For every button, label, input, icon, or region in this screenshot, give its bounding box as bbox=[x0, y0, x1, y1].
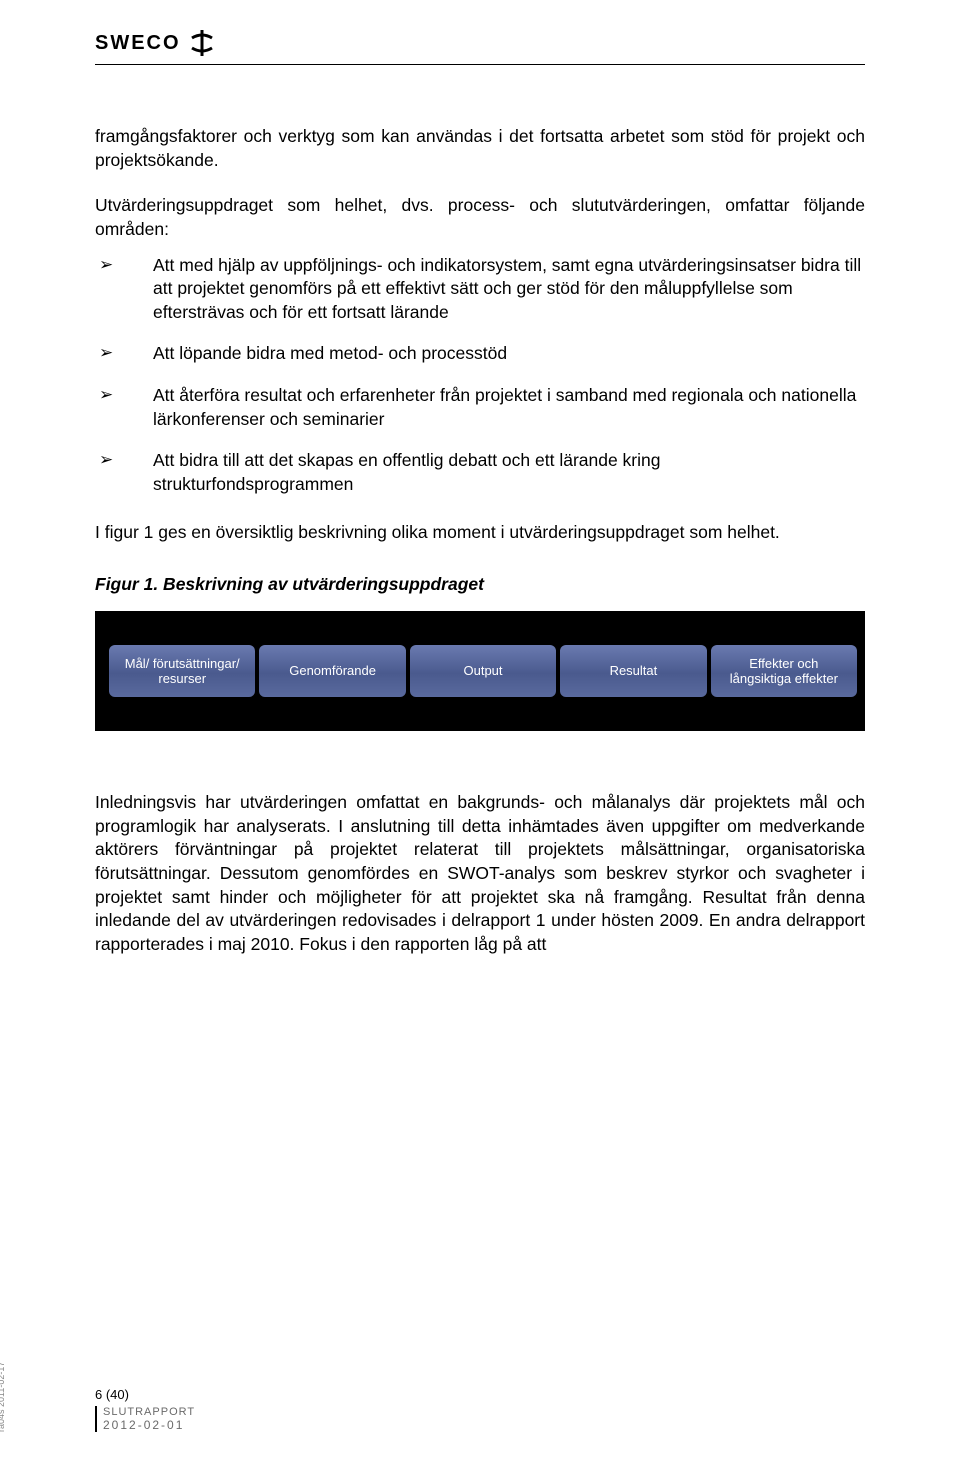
footer-bar: SLUTRAPPORT 2012-02-01 bbox=[95, 1406, 195, 1432]
paragraph-3: I figur 1 ges en översiktlig beskrivning… bbox=[95, 521, 865, 545]
document-page: SWECO framgångsfaktorer och verktyg som … bbox=[0, 0, 960, 1472]
list-item: ➢ Att löpande bidra med metod- och proce… bbox=[95, 342, 865, 366]
page-number: 6 (40) bbox=[95, 1387, 195, 1402]
list-item: ➢ Att bidra till att det skapas en offen… bbox=[95, 449, 865, 496]
list-item: ➢ Att återföra resultat och erfarenheter… bbox=[95, 384, 865, 431]
footer-title: SLUTRAPPORT bbox=[103, 1406, 195, 1418]
bullet-arrow-icon: ➢ bbox=[95, 449, 153, 472]
logo-text: SWECO bbox=[95, 32, 181, 55]
page-header: SWECO bbox=[95, 30, 865, 65]
bullet-text: Att med hjälp av uppföljnings- och indik… bbox=[153, 254, 865, 325]
bullet-list: ➢ Att med hjälp av uppföljnings- och ind… bbox=[95, 254, 865, 497]
flow-step-4: Resultat bbox=[560, 645, 706, 697]
figure-caption: Figur 1. Beskrivning av utvärderingsuppd… bbox=[95, 574, 865, 595]
flowchart-wrapper: Mål/ förutsättningar/ resurser Genomföra… bbox=[95, 611, 865, 731]
page-footer: 6 (40) SLUTRAPPORT 2012-02-01 bbox=[95, 1387, 195, 1432]
flow-step-5: Effekter och långsiktiga effekter bbox=[711, 645, 857, 697]
footer-date: 2012-02-01 bbox=[103, 1418, 195, 1432]
flow-step-3: Output bbox=[410, 645, 556, 697]
bullet-arrow-icon: ➢ bbox=[95, 342, 153, 365]
bullet-arrow-icon: ➢ bbox=[95, 384, 153, 407]
bullet-text: Att återföra resultat och erfarenheter f… bbox=[153, 384, 865, 431]
list-item: ➢ Att med hjälp av uppföljnings- och ind… bbox=[95, 254, 865, 325]
bullet-text: Att bidra till att det skapas en offentl… bbox=[153, 449, 865, 496]
paragraph-2: Utvärderingsuppdraget som helhet, dvs. p… bbox=[95, 194, 865, 241]
bullet-text: Att löpande bidra med metod- och process… bbox=[153, 342, 865, 366]
flow-step-2: Genomförande bbox=[259, 645, 405, 697]
paragraph-1: framgångsfaktorer och verktyg som kan an… bbox=[95, 125, 865, 172]
flow-step-1: Mål/ förutsättningar/ resurser bbox=[109, 645, 255, 697]
bullet-arrow-icon: ➢ bbox=[95, 254, 153, 277]
paragraph-4: Inledningsvis har utvärderingen omfattat… bbox=[95, 791, 865, 956]
flowchart: Mål/ förutsättningar/ resurser Genomföra… bbox=[95, 611, 865, 731]
side-label: ra04s 2011-02-17 bbox=[0, 1362, 6, 1432]
logo-icon bbox=[189, 30, 215, 56]
